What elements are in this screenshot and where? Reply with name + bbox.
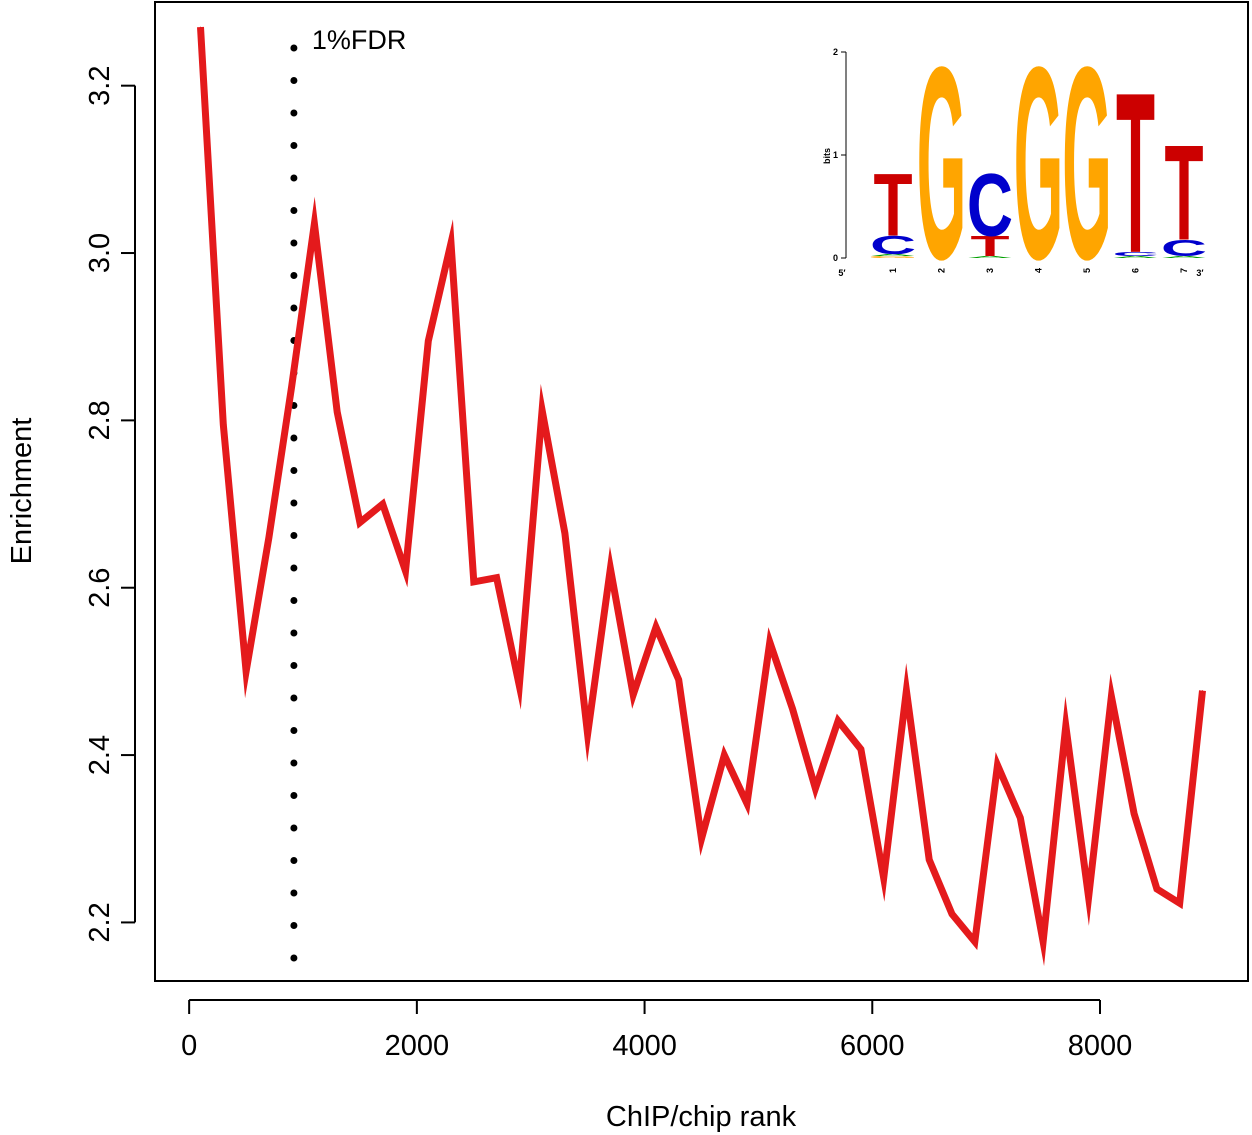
- data-point: [905, 690, 907, 692]
- data-point: [564, 532, 566, 534]
- data-point: [837, 720, 839, 722]
- data-point: [678, 679, 680, 681]
- y-tick-label: 3.0: [84, 233, 116, 273]
- data-point: [814, 788, 816, 790]
- logo-letter-t: T: [970, 231, 1009, 263]
- data-point: [222, 424, 224, 426]
- logo-letter-g: G: [868, 255, 918, 258]
- data-point: [883, 877, 885, 879]
- data-point: [450, 242, 452, 244]
- x-tick-label: 4000: [612, 1030, 677, 1062]
- data-point: [313, 223, 315, 225]
- series-line-group: [197, 26, 1206, 967]
- data-point: [1156, 888, 1158, 890]
- y-tick-label: 2.4: [84, 735, 116, 775]
- logo-3prime-label: 3′: [1196, 268, 1203, 278]
- y-axis-title: Enrichment: [6, 418, 38, 565]
- logo-position-label: 3: [985, 268, 995, 273]
- logo-letter-a: A: [1161, 255, 1207, 258]
- data-point: [655, 626, 657, 628]
- x-tick-label: 6000: [840, 1030, 905, 1062]
- logo-letter-t: T: [1116, 45, 1155, 301]
- data-point: [860, 748, 862, 750]
- data-point: [1179, 902, 1181, 904]
- data-point: [291, 386, 293, 388]
- data-point: [336, 411, 338, 413]
- logo-letter-c: C: [870, 231, 916, 260]
- data-point: [268, 537, 270, 539]
- data-point: [1065, 725, 1067, 727]
- data-point: [1088, 896, 1090, 898]
- data-point: [928, 859, 930, 861]
- x-tick-label: 2000: [385, 1030, 450, 1062]
- data-point: [1019, 817, 1021, 819]
- data-point: [997, 764, 999, 766]
- data-point: [723, 754, 725, 756]
- logo-position-label: 4: [1034, 268, 1044, 273]
- y-axis: 2.2 2.4 2.6 2.8 3.0 3.2: [84, 66, 136, 943]
- data-point: [541, 409, 543, 411]
- logo-letter-c: C: [1112, 251, 1158, 257]
- logo-position-label: 2: [937, 268, 947, 273]
- data-point: [473, 581, 475, 583]
- data-point: [1201, 690, 1203, 692]
- data-point: [769, 641, 771, 643]
- logo-letter-t: T: [873, 156, 912, 255]
- data-point: [496, 577, 498, 579]
- data-point: [632, 694, 634, 696]
- logo-letter-g: G: [917, 10, 967, 317]
- logo-5prime-label: 5′: [838, 268, 845, 278]
- data-point: [974, 941, 976, 943]
- logo-y-tick-label: 2: [833, 47, 838, 57]
- y-tick-label: 2.2: [84, 902, 116, 942]
- logo-y-tick-label: 1: [833, 150, 838, 160]
- y-tick-label: 2.8: [84, 400, 116, 440]
- fdr-threshold: 1%FDR: [290, 25, 407, 985]
- logo-letter-c: C: [1161, 236, 1207, 261]
- logo-position-label: 5: [1082, 268, 1092, 273]
- data-point: [587, 733, 589, 735]
- logo-letter-a: A: [967, 255, 1013, 258]
- data-point: [1042, 941, 1044, 943]
- data-point: [1110, 696, 1112, 698]
- x-tick-label: 0: [181, 1030, 197, 1062]
- fdr-label: 1%FDR: [312, 25, 407, 55]
- data-point: [404, 570, 406, 572]
- logo-position-label: 6: [1131, 268, 1141, 273]
- logo-letter-c: C: [967, 156, 1013, 255]
- logo-y-tick-label: 0: [833, 253, 838, 263]
- logo-position-label: 1: [888, 268, 898, 273]
- data-point: [609, 567, 611, 569]
- data-point: [245, 670, 247, 672]
- data-point: [200, 26, 202, 28]
- x-axis: 0 2000 4000 6000 8000: [181, 999, 1133, 1062]
- logo-letter-a: A: [1112, 255, 1158, 258]
- plot-frame: [154, 1, 1249, 982]
- logo-letter-t: T: [1164, 117, 1203, 269]
- data-point: [792, 708, 794, 710]
- y-tick-label: 2.6: [84, 568, 116, 608]
- logo-letter-g: G: [1062, 10, 1112, 317]
- data-point: [359, 521, 361, 523]
- logo-position-label: 7: [1179, 268, 1189, 273]
- data-point: [951, 913, 953, 915]
- x-tick-label: 8000: [1068, 1030, 1133, 1062]
- x-axis-title: ChIP/chip rank: [606, 1101, 797, 1133]
- logo-letter-g: G: [1014, 10, 1064, 317]
- logo-letter-a: A: [870, 253, 916, 256]
- data-point: [1133, 813, 1135, 815]
- data-point: [746, 803, 748, 805]
- y-tick-label: 3.2: [84, 66, 116, 106]
- data-point: [518, 685, 520, 687]
- logo-y-label: bits: [822, 148, 832, 164]
- data-point: [427, 340, 429, 342]
- data-point: [382, 503, 384, 505]
- data-point: [701, 838, 702, 840]
